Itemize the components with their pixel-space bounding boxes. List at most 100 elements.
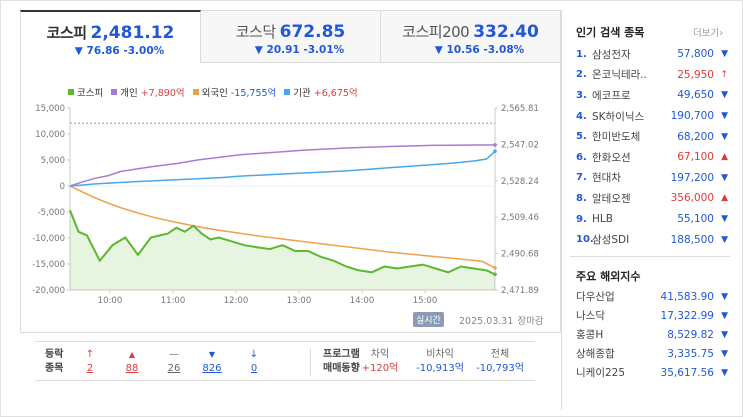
left-tick-label: -5,000 — [38, 208, 65, 218]
legend-amount: +6,675억 — [313, 88, 358, 99]
legend-amount: +7,890억 — [140, 88, 185, 99]
tab-name: 코스피 — [46, 24, 87, 42]
stock-price: 67,100 — [677, 151, 714, 164]
index-name: 홍콩H — [576, 329, 604, 341]
stock-name: 알테오젠 — [592, 192, 631, 205]
series-line-코스피 — [69, 209, 496, 276]
program-label-line2: 매매동향 — [323, 363, 360, 374]
breadth-upper-limit[interactable]: ↑ 2 — [75, 348, 105, 376]
left-tick-label: -20,000 — [32, 286, 65, 296]
left-tick-label: 15,000 — [35, 104, 65, 114]
legend-swatch — [192, 89, 199, 95]
rank-number: 9. — [576, 213, 587, 225]
flat-dash-icon: — — [169, 349, 179, 360]
rank-number: 1. — [576, 48, 587, 60]
breadth-rising[interactable]: ▲ 88 — [117, 348, 147, 376]
breadth-lower-limit[interactable]: ↓ 0 — [239, 348, 269, 376]
popular-item[interactable]: 3. 에코프로 49,650 ▼ — [576, 85, 728, 106]
popular-item[interactable]: 4. SK하이닉스 190,700 ▼ — [576, 106, 728, 127]
series-line-개인 — [69, 144, 495, 187]
right-tick-label: 2,509.46 — [501, 213, 539, 223]
x-tick-label: 10:00 — [98, 296, 123, 305]
stock-price: 57,800 — [677, 48, 714, 61]
legend-item-foreign[interactable]: 외국인 -15,755억 — [192, 85, 277, 99]
program-value: +120억 — [361, 363, 399, 374]
overseas-item[interactable]: 상해종합 3,335.75 ▼ — [576, 344, 728, 363]
divider — [310, 348, 311, 376]
popular-item[interactable]: 7. 현대차 197,200 ▼ — [576, 168, 728, 189]
down-arrow-icon: ▼ — [721, 291, 728, 302]
tab-kospi[interactable]: 코스피 2,481.12 ▼ 76.86 -3.00% — [20, 10, 201, 63]
popular-item[interactable]: 2. 온코닉테라.. 25,950 ↑ — [576, 65, 728, 86]
stock-price: 55,100 — [677, 213, 714, 226]
popular-item[interactable]: 5. 한미반도체 68,200 ▼ — [576, 126, 728, 147]
legend-item-institution[interactable]: 기관 +6,675억 — [284, 85, 358, 99]
popular-item[interactable]: 1. 삼성전자 57,800 ▼ — [576, 44, 728, 65]
down-arrow-icon: ▼ — [721, 310, 728, 321]
popular-item[interactable]: 6. 한화오션 67,100 ▲ — [576, 147, 728, 168]
overseas-title: 주요 해외지수 — [576, 270, 641, 283]
program-head: 전체 — [490, 349, 510, 360]
down-arrow-icon: ▼ — [721, 367, 728, 378]
program-arbitrage: 차익 +120억 — [345, 348, 415, 376]
stock-name: 현대차 — [592, 172, 621, 185]
tab-name: 코스닥 — [235, 23, 276, 41]
legend-amount: -15,755억 — [230, 88, 277, 99]
tab-kospi200[interactable]: 코스피200 332.40 ▼ 10.56 -3.08% — [381, 10, 561, 63]
legend-label: 개인 — [120, 88, 138, 99]
timestamp-date: 2025.03.31 — [459, 316, 514, 327]
tab-kosdaq[interactable]: 코스닥 672.85 ▼ 20.91 -3.01% — [201, 10, 381, 63]
popular-title: 인기 검색 종목 — [576, 26, 645, 39]
x-tick-label: 15:00 — [413, 296, 438, 305]
stock-price: 188,500 — [670, 233, 714, 246]
popular-item[interactable]: 9. HLB 55,100 ▼ — [576, 209, 728, 230]
timestamp: 2025.03.31 장마감 — [455, 313, 544, 327]
index-value: 3,335.75 — [667, 347, 714, 360]
index-value: 8,529.82 — [667, 328, 714, 341]
down-arrow-icon: ▼ — [721, 214, 728, 225]
breadth-falling[interactable]: ▼ 826 — [197, 348, 227, 376]
series-endpoint-기관 — [493, 149, 497, 154]
rank-number: 2. — [576, 69, 587, 81]
right-tick-label: 2,528.24 — [501, 177, 539, 187]
legend-item-individual[interactable]: 개인 +7,890억 — [111, 85, 185, 99]
more-link[interactable]: 더보기› — [693, 25, 723, 39]
rank-number: 3. — [576, 89, 587, 101]
chart-panel — [20, 63, 561, 333]
down-arrow-icon: ▼ — [721, 172, 728, 183]
tab-value: 332.40 — [473, 22, 539, 42]
popular-list: 1. 삼성전자 57,800 ▼ 2. 온코닉테라.. 25,950 ↑ 3. 에코프로 49,65… — [576, 44, 728, 250]
rank-number: 4. — [576, 110, 587, 122]
x-tick-label: 14:00 — [350, 296, 375, 305]
legend-item-kospi[interactable]: 코스피 — [68, 85, 103, 99]
section-divider — [570, 256, 730, 257]
stock-price: 356,000 — [670, 192, 714, 205]
index-name: 다우산업 — [576, 291, 615, 303]
breadth-unchanged[interactable]: — 26 — [159, 348, 189, 376]
stock-name: 삼성전자 — [592, 48, 631, 61]
overseas-item[interactable]: 나스닥 17,322.99 ▼ — [576, 306, 728, 325]
stock-price: 25,950 — [677, 68, 714, 81]
overseas-item[interactable]: 홍콩H 8,529.82 ▼ — [576, 325, 728, 344]
tab-name: 코스피200 — [402, 23, 470, 41]
stock-name: 에코프로 — [592, 89, 631, 102]
x-tick-label: 13:00 — [287, 296, 312, 305]
x-tick-label: 11:00 — [161, 296, 186, 305]
legend-label: 기관 — [293, 88, 311, 99]
tab-value: 672.85 — [279, 22, 346, 42]
overseas-item[interactable]: 니케이225 35,617.56 ▼ — [576, 363, 728, 382]
stock-price: 197,200 — [670, 171, 714, 184]
down-arrow-icon: ▼ — [721, 90, 728, 101]
program-label-line1: 프로그램 — [323, 349, 360, 360]
up-arrow-icon: ↑ — [720, 69, 728, 80]
right-panel: 인기 검색 종목 더보기› 1. 삼성전자 57,800 ▼ 2. 온코닉테라.. 25,9… — [561, 10, 733, 410]
popular-item[interactable]: 8. 알테오젠 356,000 ▲ — [576, 188, 728, 209]
popular-item[interactable]: 10. 삼성SDI 188,500 ▼ — [576, 229, 728, 250]
stock-name: 한화오션 — [592, 151, 631, 164]
program-value: -10,793억 — [476, 363, 524, 374]
market-status: 장마감 — [517, 316, 544, 327]
right-tick-label: 2,471.89 — [501, 286, 539, 296]
rank-number: 7. — [576, 172, 587, 184]
right-tick-label: 2,565.81 — [501, 104, 539, 114]
overseas-item[interactable]: 다우산업 41,583.90 ▼ — [576, 287, 728, 306]
